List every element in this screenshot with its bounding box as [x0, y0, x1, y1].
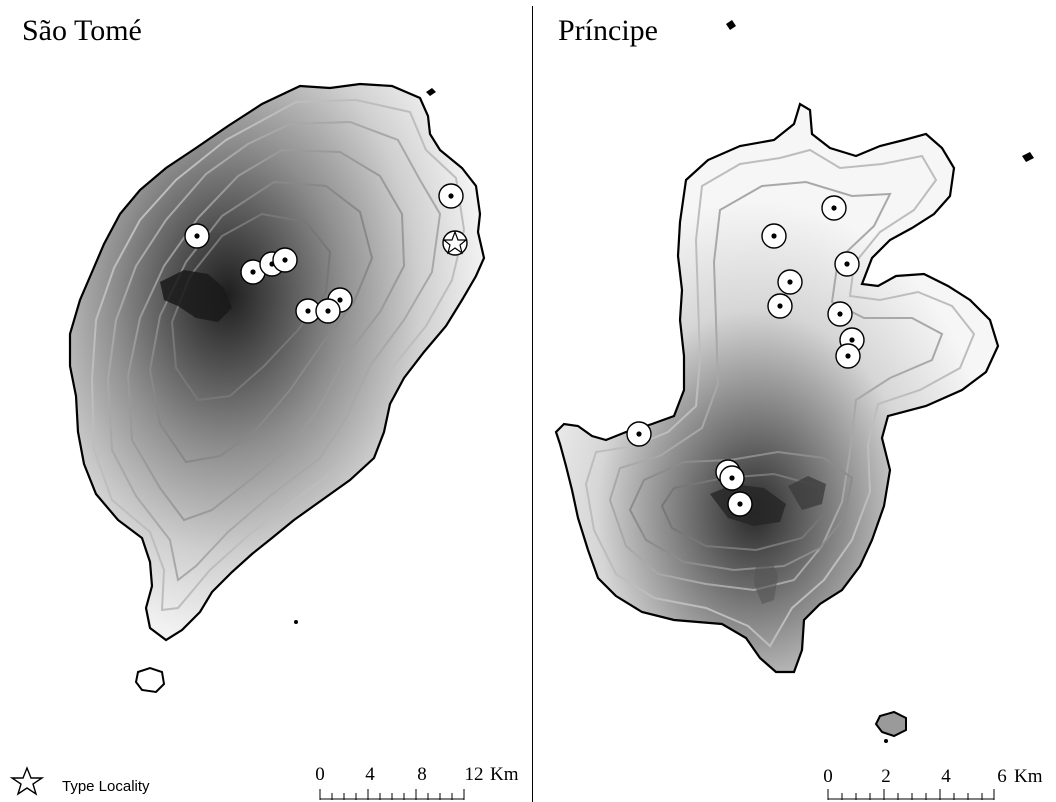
scale-tick-label: 2 — [881, 766, 891, 787]
site-marker — [719, 465, 745, 491]
scale-tick-label: 0 — [823, 766, 833, 787]
sao-tome-map-panel: São Tomé — [9, 14, 519, 800]
sao-tome-map: 0 4 8 12 Km — [9, 82, 519, 800]
site-marker — [727, 491, 753, 517]
islet-tinhosas — [874, 710, 907, 738]
panel-divider — [532, 6, 533, 802]
sao-tome-scale-bar: 0 4 8 12 Km — [315, 764, 519, 800]
sao-tome-title: São Tomé — [22, 14, 142, 47]
site-marker — [272, 247, 298, 273]
islet-north — [426, 88, 436, 96]
islet-rolas — [134, 666, 166, 694]
scale-tick-label: 6 — [997, 766, 1007, 787]
site-marker — [184, 223, 210, 249]
sao-tome-sites — [184, 183, 468, 324]
scale-unit-label: Km — [1014, 766, 1043, 787]
scale-tick-label: 0 — [315, 764, 325, 785]
scale-unit-label: Km — [490, 764, 519, 785]
scale-tick-label: 4 — [365, 764, 375, 785]
islet-east — [1022, 152, 1034, 162]
star-icon — [9, 766, 45, 796]
principe-scale-bar: 0 2 4 6 Km — [823, 766, 1043, 800]
site-marker — [438, 183, 464, 209]
islet-north — [726, 20, 736, 30]
pico-summit-relief — [160, 270, 232, 322]
site-marker — [315, 298, 341, 324]
site-marker — [767, 293, 793, 319]
site-marker — [827, 301, 853, 327]
legend-type-locality-label: Type Locality — [62, 778, 150, 795]
islet-south — [294, 620, 298, 624]
principe-map-panel: Príncipe — [534, 0, 1056, 802]
principe-sites — [626, 195, 865, 517]
principe-map: 0 2 4 6 Km — [554, 20, 1043, 800]
site-marker — [821, 195, 847, 221]
principe-ridge-relief — [754, 556, 778, 604]
principe-peak-relief — [788, 476, 826, 510]
star-icon — [442, 230, 468, 255]
site-marker — [834, 251, 860, 277]
site-marker — [835, 343, 861, 369]
scale-tick-label: 4 — [941, 766, 951, 787]
site-marker — [626, 421, 652, 447]
principe-contours — [584, 148, 976, 648]
type-locality-marker — [442, 230, 468, 256]
islet-south — [884, 739, 888, 743]
sao-tome-coastline — [68, 82, 486, 642]
scale-tick-label: 8 — [417, 764, 427, 785]
site-marker — [761, 223, 787, 249]
site-marker — [777, 269, 803, 295]
principe-title: Príncipe — [558, 14, 658, 47]
scale-tick-label: 12 — [465, 764, 484, 785]
principe-coastline — [554, 102, 1000, 674]
